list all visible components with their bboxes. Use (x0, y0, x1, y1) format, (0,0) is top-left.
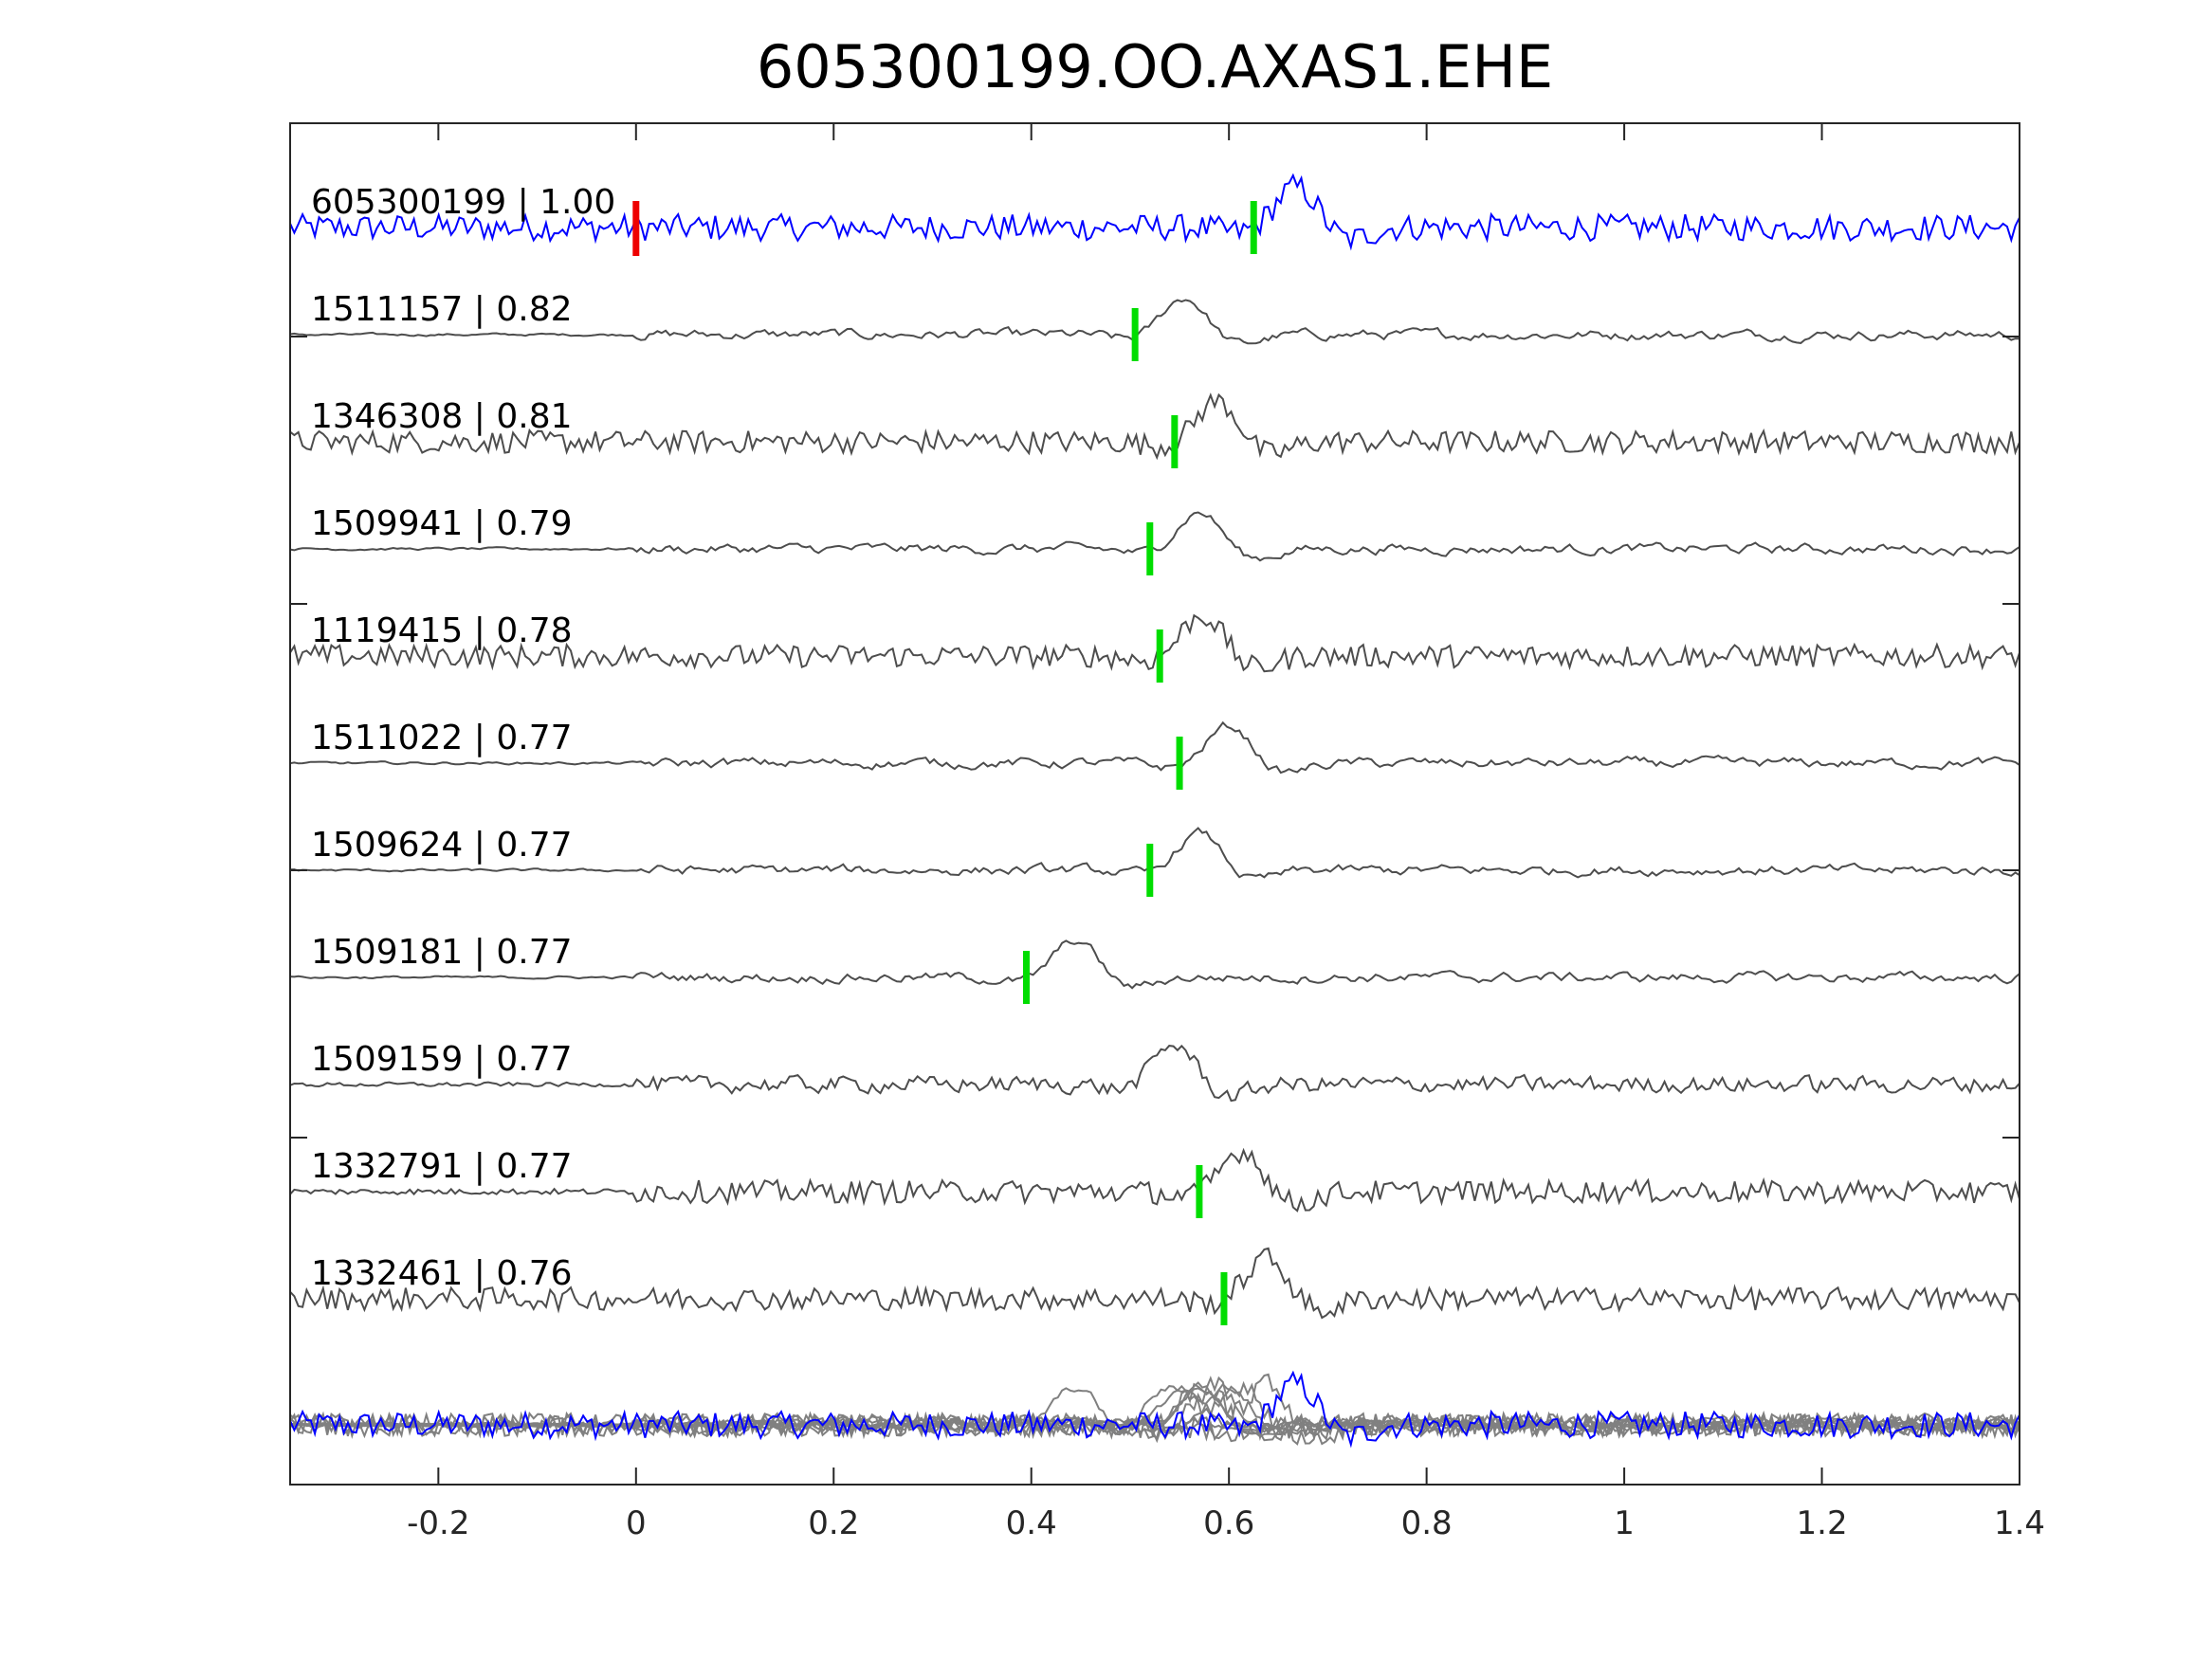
x-axis: -0.2 0 0.2 0.4 0.6 0.8 1 1.2 1.4 (290, 123, 2045, 1542)
trace-1509941 (289, 511, 2020, 562)
trace-label: 1511022 | 0.77 (311, 719, 573, 757)
trace-1119415 (289, 613, 2020, 673)
trace-label: 1332791 | 0.77 (311, 1147, 573, 1186)
trace-1511022 (289, 720, 2020, 775)
trace-label: 1346308 | 0.81 (311, 397, 573, 436)
trace-label: 1509941 | 0.79 (311, 504, 573, 543)
x-tick-label: 0.4 (1006, 1504, 1057, 1542)
x-tick-label: 0 (626, 1504, 647, 1542)
trace-1332461 (289, 1247, 2020, 1320)
trace-1509181 (289, 939, 2020, 990)
trace-label: 1119415 | 0.78 (311, 611, 573, 650)
trace-1346308 (289, 392, 2020, 461)
trace-1511157 (289, 299, 2020, 345)
x-tick-label: 0.6 (1203, 1504, 1254, 1542)
x-tick-label: 1 (1614, 1504, 1635, 1542)
trace-label: 605300199 | 1.00 (311, 183, 615, 222)
trace-label: 1509159 | 0.77 (311, 1040, 573, 1079)
trace-label: 1332461 | 0.76 (311, 1254, 573, 1293)
trace-label: 1511157 | 0.82 (311, 290, 573, 329)
trace-1509159 (289, 1044, 2020, 1103)
chart-title: 605300199.OO.AXAS1.EHE (757, 32, 1553, 101)
trace-1332791 (289, 1147, 2020, 1212)
trace-605300199 (289, 173, 2020, 251)
trace-label: 1509624 | 0.77 (311, 826, 573, 865)
plot-area: 605300199 | 1.00 1511157 | 0.82 1346308 | … (289, 173, 2020, 1449)
trace-label: 1509181 | 0.77 (311, 933, 573, 972)
overlay-master-trace (289, 1370, 2020, 1449)
x-tick-label: 0.8 (1401, 1504, 1453, 1542)
x-tick-label: -0.2 (407, 1504, 469, 1542)
axes-box (289, 122, 2020, 1486)
x-tick-label: 1.2 (1797, 1504, 1848, 1542)
x-tick-label: 1.4 (1994, 1504, 2045, 1542)
trace-1509624 (289, 827, 2020, 879)
x-tick-label: 0.2 (808, 1504, 859, 1542)
